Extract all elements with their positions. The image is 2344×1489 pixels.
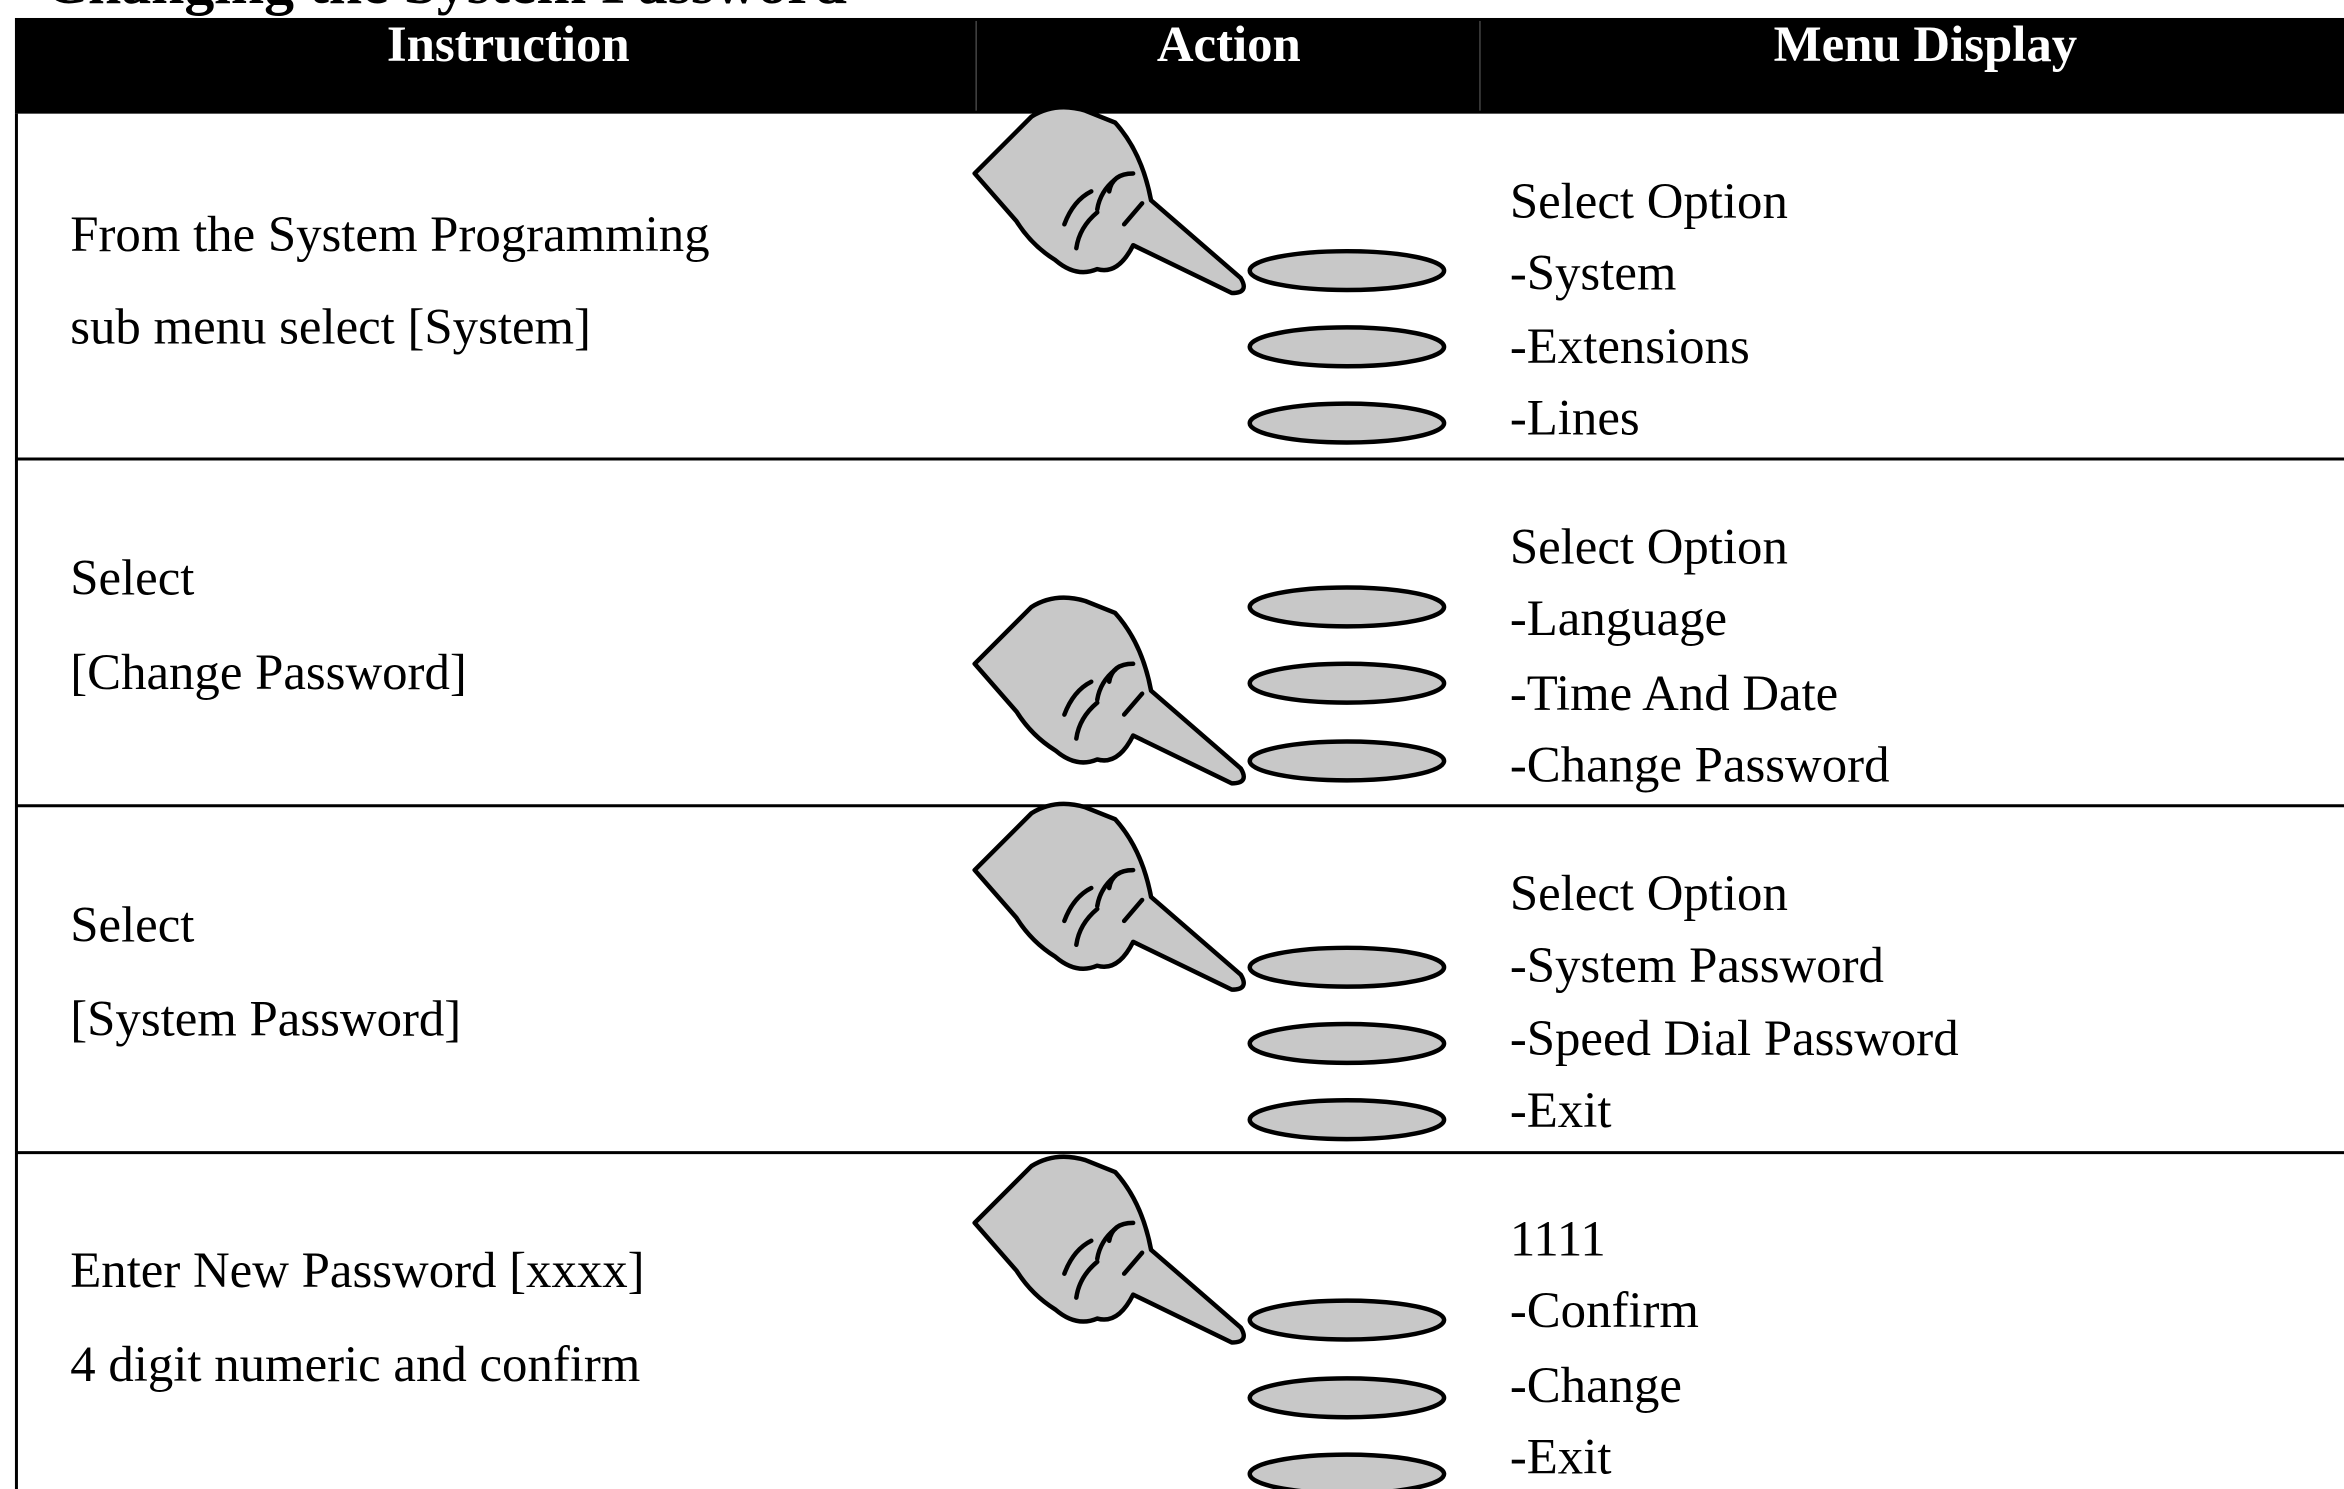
pointing-hand — [972, 105, 1246, 296]
instruction-text: Select — [70, 897, 194, 953]
soft-key — [1247, 1452, 1447, 1489]
instruction-text: From the System Programming — [70, 206, 709, 262]
hand-detail — [1074, 906, 1100, 948]
menu-item: -Lines — [1510, 390, 1640, 446]
soft-key — [1247, 1298, 1447, 1342]
menu-item: -Speed Dial Password — [1510, 1010, 1959, 1066]
menu-item: -Change — [1510, 1357, 1682, 1413]
menu-item: -Time And Date — [1510, 665, 1838, 721]
hand-shape — [972, 595, 1246, 786]
pointing-hand — [972, 1154, 1246, 1345]
menu-item: -Exit — [1510, 1082, 1612, 1138]
menu-item: Select Option — [1510, 518, 1788, 574]
page-title: Changing the System Password — [45, 0, 847, 16]
soft-key — [1247, 739, 1447, 783]
soft-key — [1247, 1376, 1447, 1420]
hand-shape — [972, 801, 1246, 992]
hand-detail — [1121, 1250, 1145, 1276]
hand-detail — [1062, 885, 1094, 924]
header-cell: Action — [1157, 16, 1301, 72]
hand-detail — [1121, 897, 1145, 924]
hand-detail — [1106, 661, 1136, 684]
soft-key — [1247, 661, 1447, 705]
instruction-text: [System Password] — [70, 991, 461, 1047]
hand-detail — [1121, 691, 1145, 717]
hand-detail — [1074, 210, 1100, 251]
pointing-hand — [972, 801, 1246, 992]
instruction-text: [Change Password] — [70, 644, 467, 700]
header-cell: Instruction — [387, 16, 630, 72]
pointing-hand — [972, 595, 1246, 786]
menu-item: -Exit — [1510, 1429, 1612, 1485]
instruction-text: sub menu select [System] — [70, 299, 591, 355]
hand-detail — [1106, 867, 1136, 891]
hand-detail — [1121, 201, 1145, 227]
menu-item: -System — [1510, 245, 1677, 301]
menu-item: -Confirm — [1510, 1282, 1699, 1338]
menu-item: Select Option — [1510, 865, 1788, 921]
hand-detail — [1062, 1238, 1094, 1276]
soft-key — [1247, 1098, 1447, 1142]
instruction-text: Select — [70, 550, 194, 606]
instruction-text: Enter New Password [xxxx] — [70, 1242, 644, 1298]
soft-key — [1247, 401, 1447, 445]
hand-detail — [1074, 700, 1100, 741]
soft-key — [1247, 945, 1447, 989]
hand-shape — [972, 1154, 1246, 1345]
menu-item: -System Password — [1510, 937, 1884, 993]
soft-key — [1247, 248, 1447, 293]
soft-key — [1247, 585, 1447, 629]
header-cell: Menu Display — [1774, 16, 2078, 72]
hand-detail — [1106, 1220, 1136, 1244]
menu-item: Select Option — [1510, 173, 1788, 229]
hand-detail — [1074, 1259, 1100, 1300]
menu-item: -Change Password — [1510, 737, 1890, 793]
hand-detail — [1062, 189, 1094, 227]
menu-item: 1111 — [1510, 1210, 1606, 1266]
hand-detail — [1106, 171, 1136, 194]
hand-detail — [1062, 679, 1094, 717]
hand-shape — [972, 105, 1246, 296]
menu-item: -Extensions — [1510, 318, 1750, 374]
soft-key — [1247, 325, 1447, 369]
menu-item: -Language — [1510, 590, 1727, 646]
soft-key — [1247, 1021, 1447, 1066]
instruction-text: 4 digit numeric and confirm — [70, 1336, 640, 1392]
header-bar — [14, 17, 2344, 114]
